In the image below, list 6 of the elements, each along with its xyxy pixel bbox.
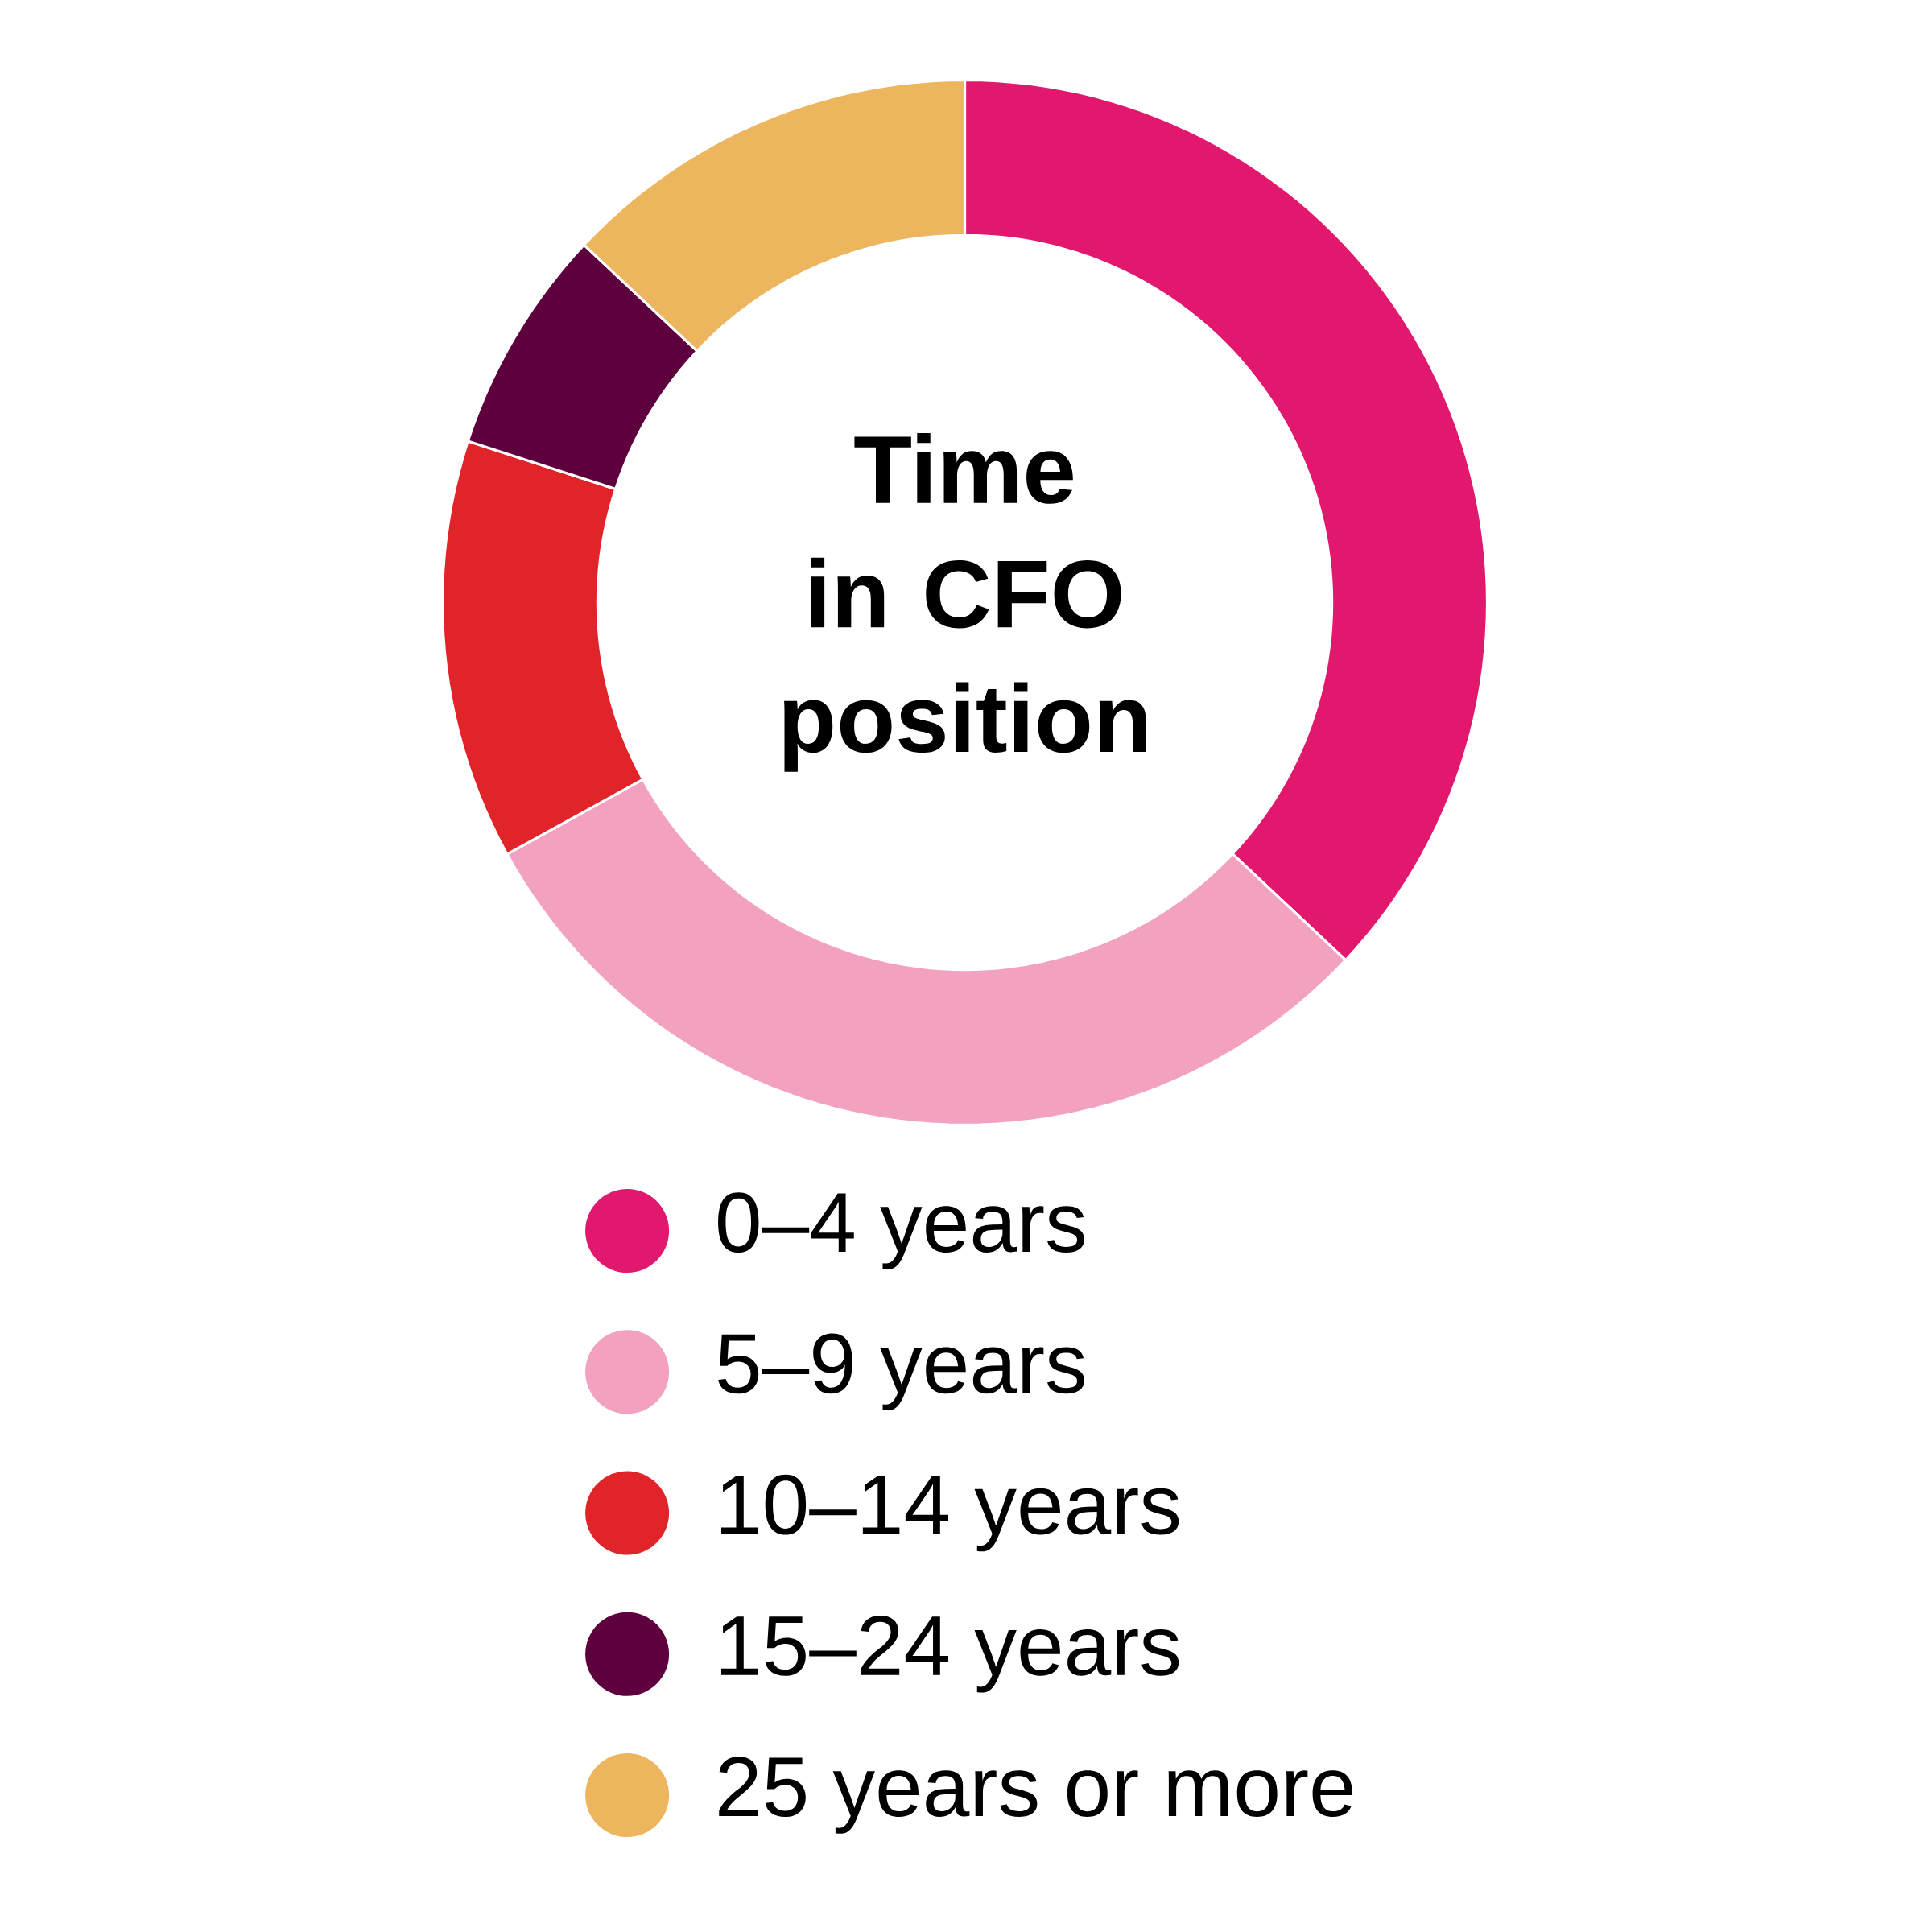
legend-label: 25 years or more [719,1757,1353,1834]
legend-label: 5–9 years [718,1333,1084,1411]
legend-label: 15–24 years [721,1616,1179,1693]
legend-label: 0–4 years [718,1192,1084,1269]
legend-label: 10–14 years [721,1474,1179,1552]
text: Time in CFO position [784,433,1146,772]
